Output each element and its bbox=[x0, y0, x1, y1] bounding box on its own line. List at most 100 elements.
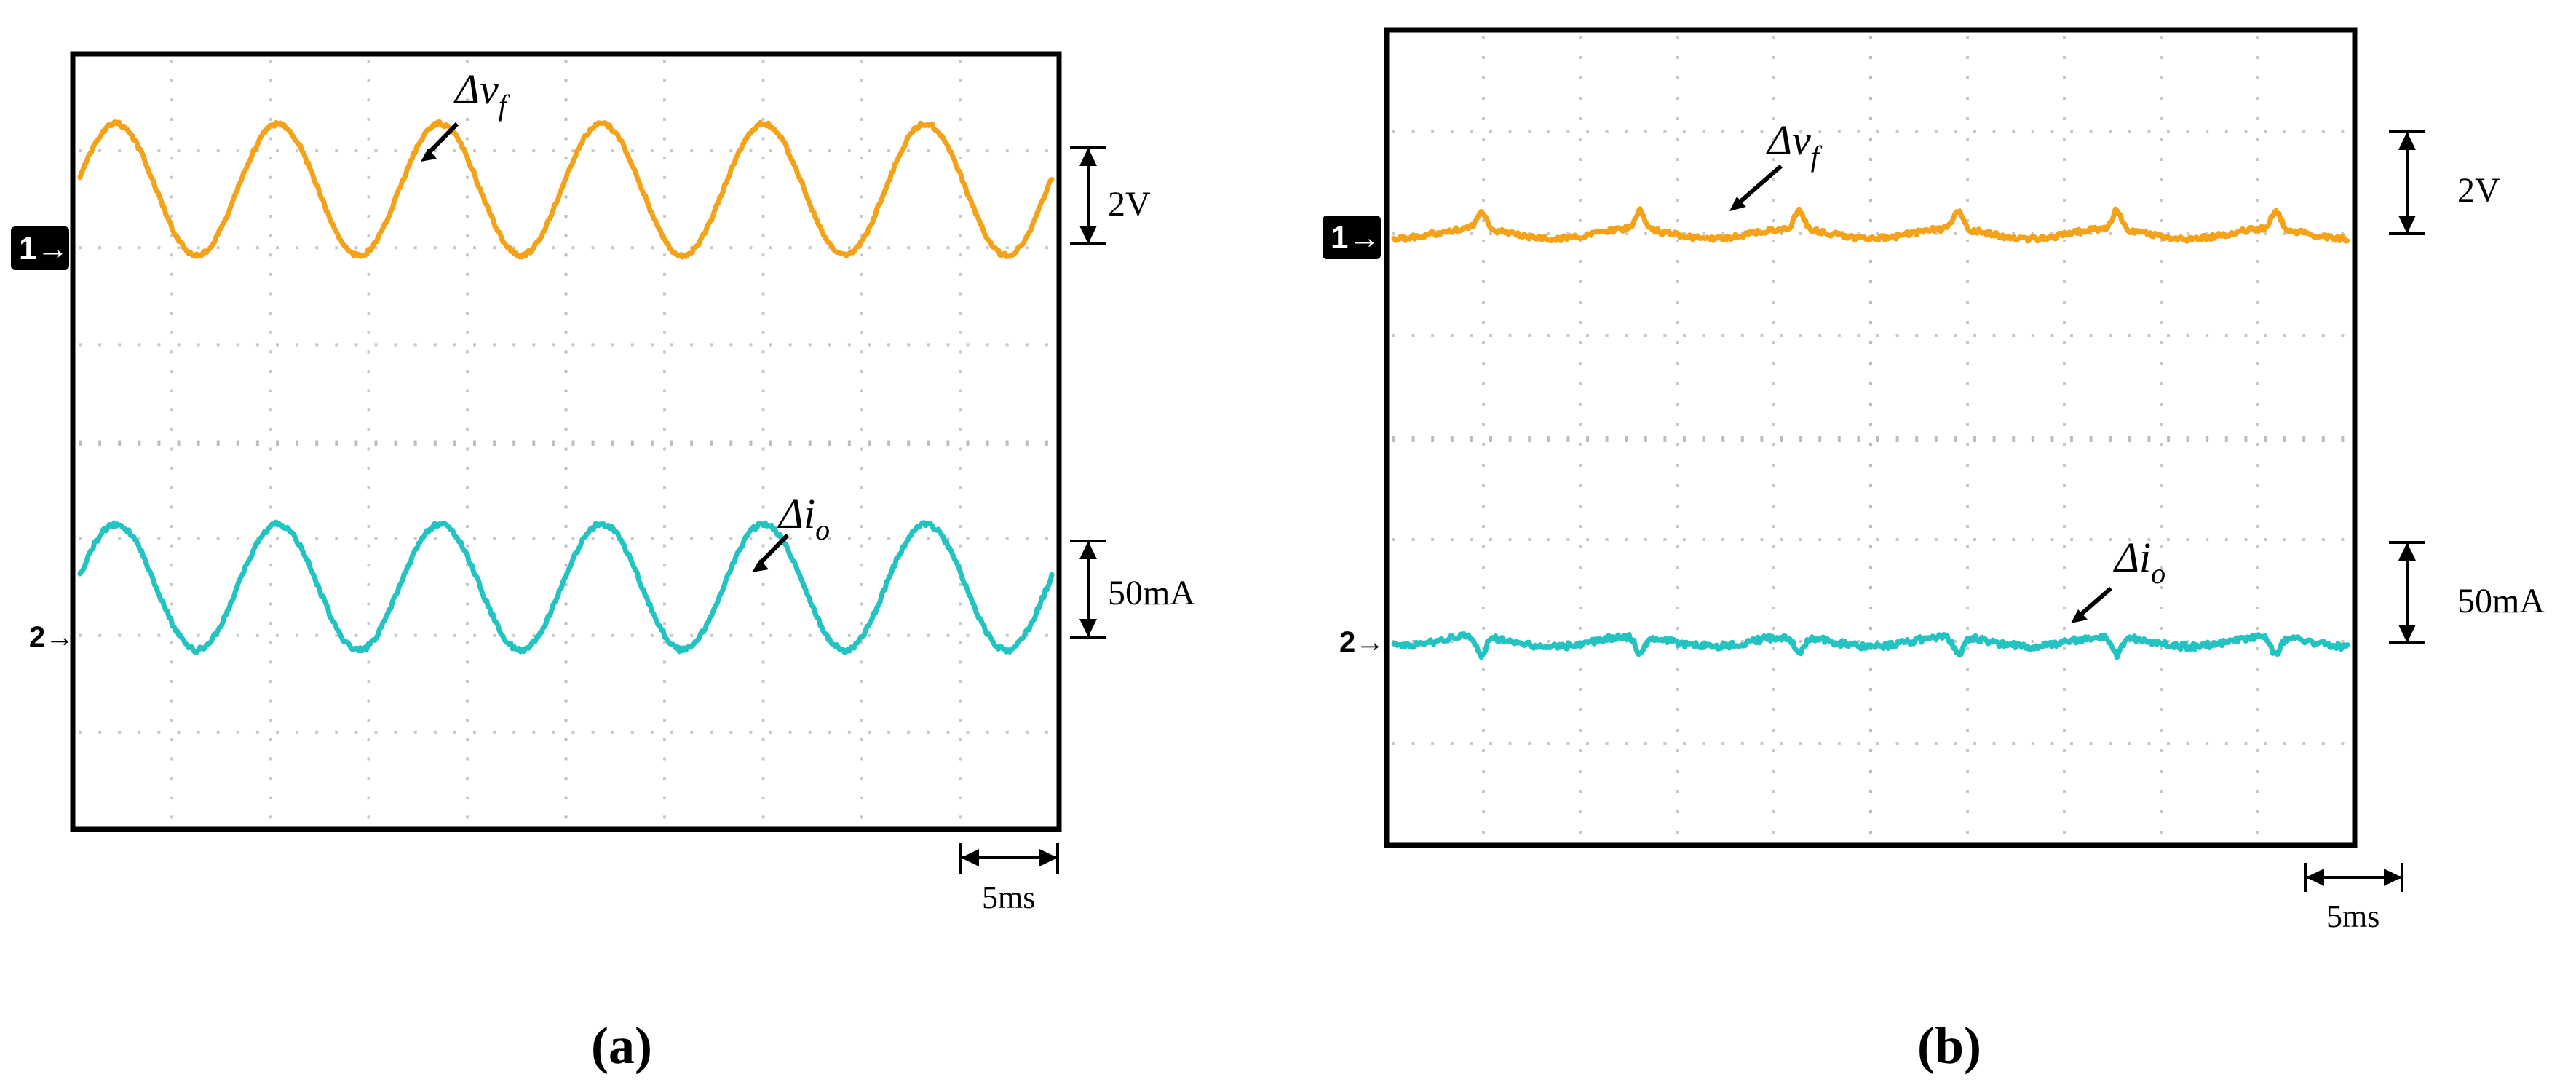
grid-dot bbox=[2256, 790, 2259, 793]
grid-dot bbox=[1934, 232, 1938, 235]
grid-dot bbox=[761, 331, 765, 334]
grid-dot bbox=[2167, 130, 2170, 133]
grid-dot bbox=[269, 157, 272, 160]
grid-dot bbox=[1392, 436, 1395, 442]
grid-dot bbox=[493, 730, 496, 734]
grid-dot bbox=[1676, 607, 1679, 609]
svg-text:Δio: Δio bbox=[777, 490, 830, 546]
grid-dot bbox=[1528, 742, 1531, 745]
grid-dot bbox=[761, 447, 765, 451]
grid-dot bbox=[1869, 627, 1872, 630]
grid-dot bbox=[118, 149, 122, 153]
grid-dot bbox=[564, 680, 568, 683]
grid-dot bbox=[564, 157, 568, 160]
grid-dot bbox=[2256, 36, 2259, 39]
grid-dot bbox=[269, 195, 272, 199]
grid-dot bbox=[2147, 130, 2151, 133]
grid-dot bbox=[466, 370, 469, 373]
grid-dot bbox=[1869, 301, 1872, 304]
grid-dot bbox=[138, 246, 141, 250]
grid-dot bbox=[1966, 76, 1969, 79]
grid-dot bbox=[749, 440, 753, 446]
grid-dot bbox=[2063, 240, 2066, 242]
grid-dot bbox=[729, 343, 733, 347]
grid-dot bbox=[269, 622, 272, 625]
grid-dot bbox=[2244, 742, 2248, 745]
grid-dot bbox=[1966, 647, 1969, 650]
grid-dot bbox=[1470, 742, 1473, 745]
grid-dot bbox=[216, 343, 220, 347]
grid-dot bbox=[1966, 607, 1969, 609]
grid-dot bbox=[1837, 130, 1841, 133]
grid-dot bbox=[2160, 219, 2163, 222]
grid-dot bbox=[1869, 464, 1872, 467]
grid-dot bbox=[808, 440, 812, 446]
grid-dot bbox=[269, 98, 272, 102]
grid-dot bbox=[761, 486, 765, 489]
grid-dot bbox=[1676, 280, 1679, 283]
grid-dot bbox=[367, 447, 370, 451]
grid-dot bbox=[177, 730, 181, 734]
grid-dot bbox=[2256, 810, 2259, 813]
grid-dot bbox=[552, 246, 555, 250]
grid-dot bbox=[2063, 627, 2066, 630]
scale-label-a-2v: 2V bbox=[1108, 185, 1151, 224]
grid-dot bbox=[335, 730, 338, 734]
grid-dot bbox=[1772, 607, 1775, 609]
grid-dot bbox=[2109, 232, 2112, 235]
grid-dot bbox=[98, 440, 102, 446]
grid-dot bbox=[269, 641, 272, 644]
grid-dot bbox=[170, 525, 173, 528]
grid-dot bbox=[1869, 790, 1872, 793]
grid-dot bbox=[1579, 627, 1582, 630]
grid-dot bbox=[269, 815, 272, 819]
grid-dot bbox=[611, 246, 614, 250]
channel-marker-a-1: 1→ bbox=[11, 226, 69, 270]
grid-dot bbox=[2147, 538, 2151, 541]
scale-label-b-50ma: 50mA bbox=[2457, 582, 2545, 620]
grid-dot bbox=[335, 633, 338, 637]
grid-dot bbox=[860, 350, 863, 354]
grid-dot bbox=[1579, 280, 1582, 283]
grid-dot bbox=[138, 730, 141, 734]
grid-dot bbox=[1966, 199, 1969, 202]
grid-dot bbox=[1869, 138, 1872, 141]
grid-dot bbox=[564, 408, 568, 412]
grid-dot bbox=[1547, 232, 1550, 235]
grid-dot bbox=[769, 440, 772, 446]
grid-dot bbox=[2160, 443, 2163, 446]
grid-dot bbox=[413, 246, 417, 250]
grid-dot bbox=[907, 343, 911, 347]
grid-dot bbox=[927, 149, 930, 153]
grid-dot bbox=[1005, 246, 1009, 250]
grid-dot bbox=[761, 815, 765, 819]
grid-dot bbox=[367, 215, 370, 218]
grid-dot bbox=[663, 719, 666, 722]
grid-dot bbox=[1869, 76, 1872, 79]
grid-dot bbox=[1579, 56, 1582, 59]
grid-dot bbox=[269, 660, 272, 664]
grid-dot bbox=[1966, 301, 1969, 304]
grid-dot bbox=[2063, 56, 2066, 59]
grid-dot bbox=[1579, 158, 1582, 161]
grid-dot bbox=[1772, 443, 1775, 446]
svg-text:Δio: Δio bbox=[2113, 534, 2165, 590]
grid-dot bbox=[255, 343, 259, 347]
grid-dot bbox=[367, 292, 370, 296]
grid-dot bbox=[1772, 56, 1775, 59]
grid-dot bbox=[1470, 232, 1473, 235]
grid-dot bbox=[959, 350, 962, 354]
grid-dot bbox=[690, 633, 694, 637]
grid-dot bbox=[2063, 199, 2066, 202]
grid-dot bbox=[216, 537, 220, 540]
grid-dot bbox=[1934, 436, 1938, 442]
grid-dot bbox=[1772, 729, 1775, 732]
grid-dot bbox=[1857, 538, 1860, 541]
grid-dot bbox=[564, 602, 568, 606]
grid-dot bbox=[2256, 668, 2259, 671]
grid-dot bbox=[197, 343, 200, 347]
grid-dot bbox=[1772, 280, 1775, 283]
grid-dot bbox=[591, 246, 595, 250]
grid-dot bbox=[1045, 633, 1048, 637]
grid-dot bbox=[1508, 538, 1512, 541]
